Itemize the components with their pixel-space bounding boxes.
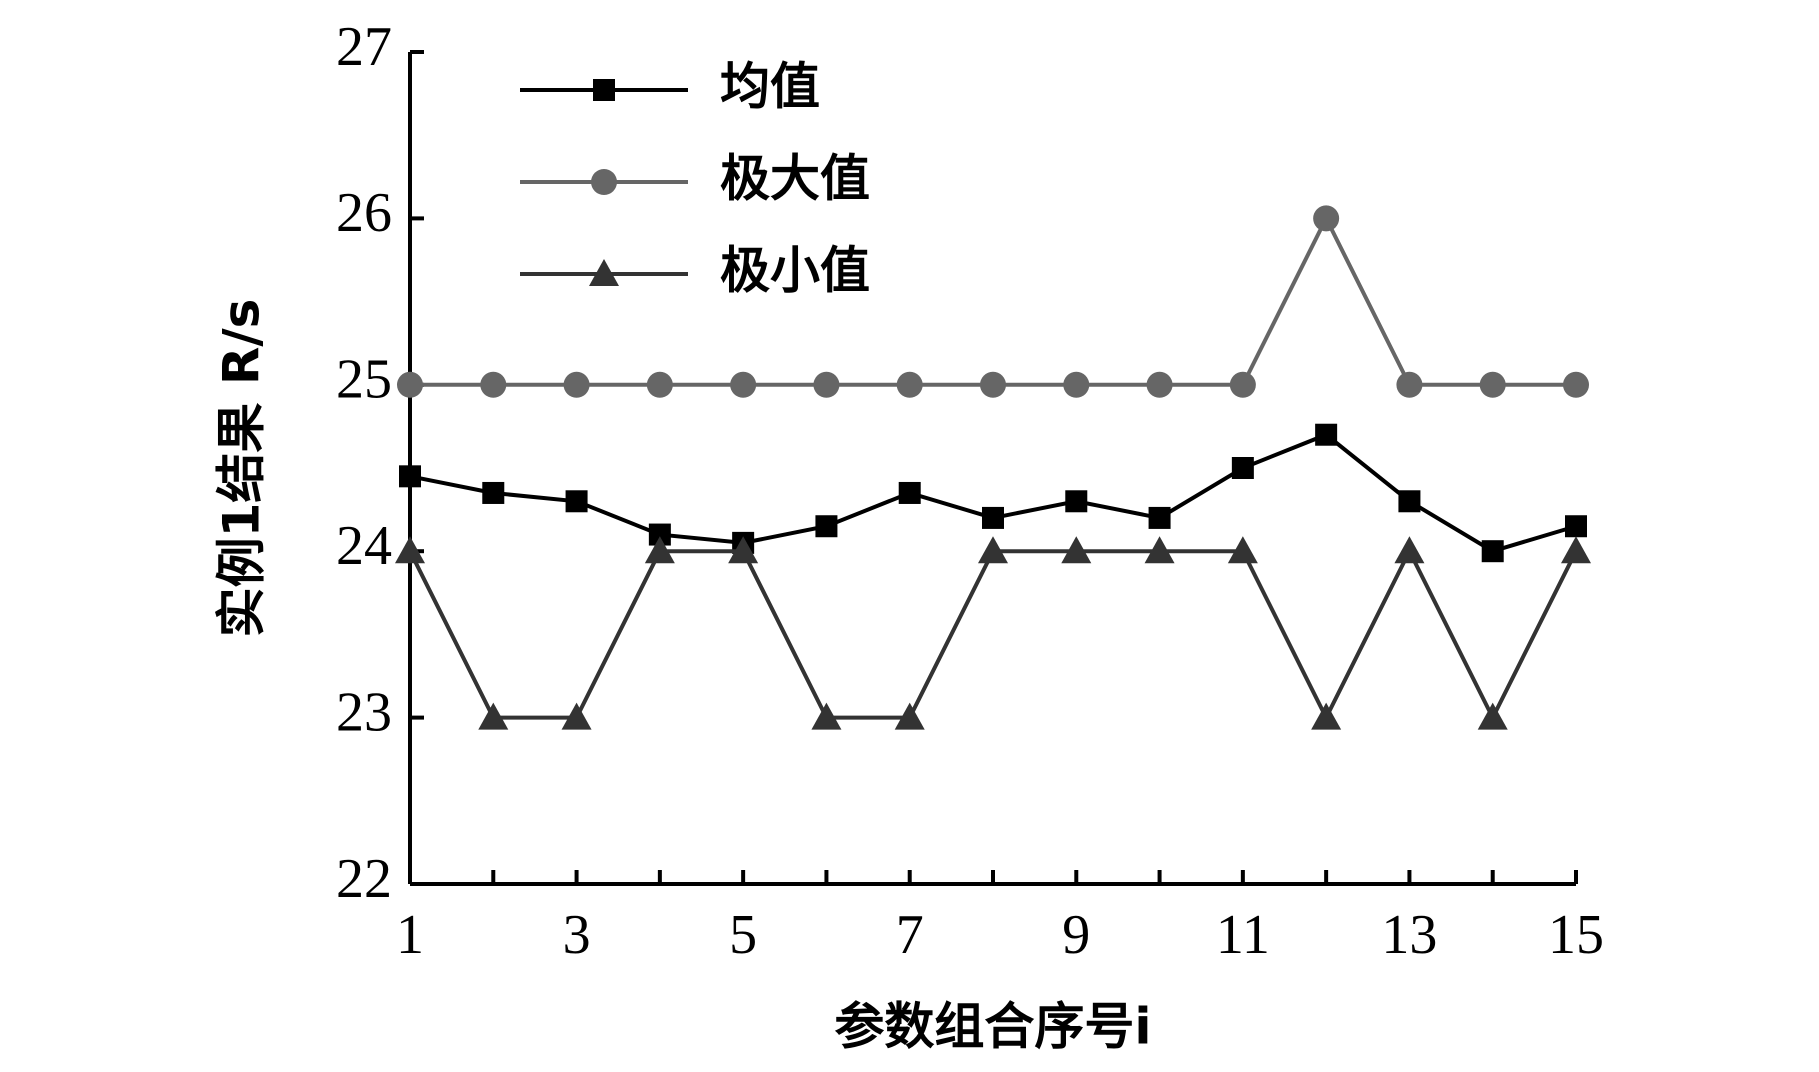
marker xyxy=(565,490,588,513)
marker xyxy=(1231,457,1254,479)
x-tick-label: 7 xyxy=(896,904,924,966)
marker xyxy=(1563,371,1589,398)
legend-label: 均值 xyxy=(720,58,820,116)
x-tick-label: 3 xyxy=(563,904,591,966)
marker xyxy=(1477,702,1508,730)
marker xyxy=(982,506,1004,529)
marker xyxy=(561,702,592,730)
marker xyxy=(563,371,590,398)
marker xyxy=(978,536,1008,564)
y-tick-label: 24 xyxy=(336,515,392,577)
marker xyxy=(482,481,505,504)
marker xyxy=(1313,205,1340,232)
marker xyxy=(894,702,925,730)
marker xyxy=(1146,371,1173,398)
series-line xyxy=(408,546,1578,723)
marker xyxy=(648,523,671,546)
marker xyxy=(1479,371,1506,398)
marker xyxy=(397,371,423,398)
marker xyxy=(728,536,759,564)
series-line xyxy=(410,213,1576,387)
marker xyxy=(644,536,675,564)
x-tick-label: 15 xyxy=(1548,904,1604,966)
marker xyxy=(1315,423,1338,446)
marker xyxy=(1227,536,1258,564)
y-axis-label: 实例1结果 R/s xyxy=(213,299,271,638)
marker xyxy=(1398,490,1421,513)
marker xyxy=(1561,536,1591,564)
marker xyxy=(399,465,421,488)
marker xyxy=(1565,515,1587,538)
y-tick-label: 25 xyxy=(336,349,392,411)
marker xyxy=(813,371,840,398)
marker xyxy=(646,371,673,398)
y-tick-label: 22 xyxy=(336,848,392,910)
x-tick-label: 9 xyxy=(1062,904,1090,966)
marker xyxy=(1311,702,1342,730)
marker xyxy=(1061,536,1092,564)
marker xyxy=(1396,371,1423,398)
marker xyxy=(1063,371,1090,398)
marker xyxy=(898,481,921,504)
legend-marker xyxy=(591,169,617,195)
y-tick-label: 27 xyxy=(336,16,392,78)
legend-label: 极大值 xyxy=(720,150,870,208)
marker xyxy=(1144,536,1175,564)
marker xyxy=(395,536,425,564)
y-tick-label: 23 xyxy=(336,681,392,743)
marker xyxy=(1148,506,1171,529)
legend-marker xyxy=(589,259,619,286)
marker xyxy=(1065,490,1088,513)
x-tick-label: 1 xyxy=(396,904,424,966)
marker xyxy=(1481,540,1504,563)
marker xyxy=(480,371,507,398)
marker xyxy=(896,371,923,398)
y-tick-label: 26 xyxy=(336,182,392,244)
legend-marker xyxy=(593,79,615,101)
x-tick-label: 11 xyxy=(1216,904,1270,966)
legend-label: 极小值 xyxy=(720,242,870,300)
marker xyxy=(811,702,842,730)
x-axis-label: 参数组合序号i xyxy=(834,998,1151,1056)
marker xyxy=(980,371,1006,398)
marker xyxy=(1394,536,1425,564)
marker xyxy=(730,371,757,398)
marker xyxy=(478,702,509,730)
x-tick-label: 13 xyxy=(1381,904,1437,966)
marker xyxy=(1229,371,1256,398)
x-tick-label: 5 xyxy=(729,904,757,966)
marker xyxy=(815,515,838,538)
